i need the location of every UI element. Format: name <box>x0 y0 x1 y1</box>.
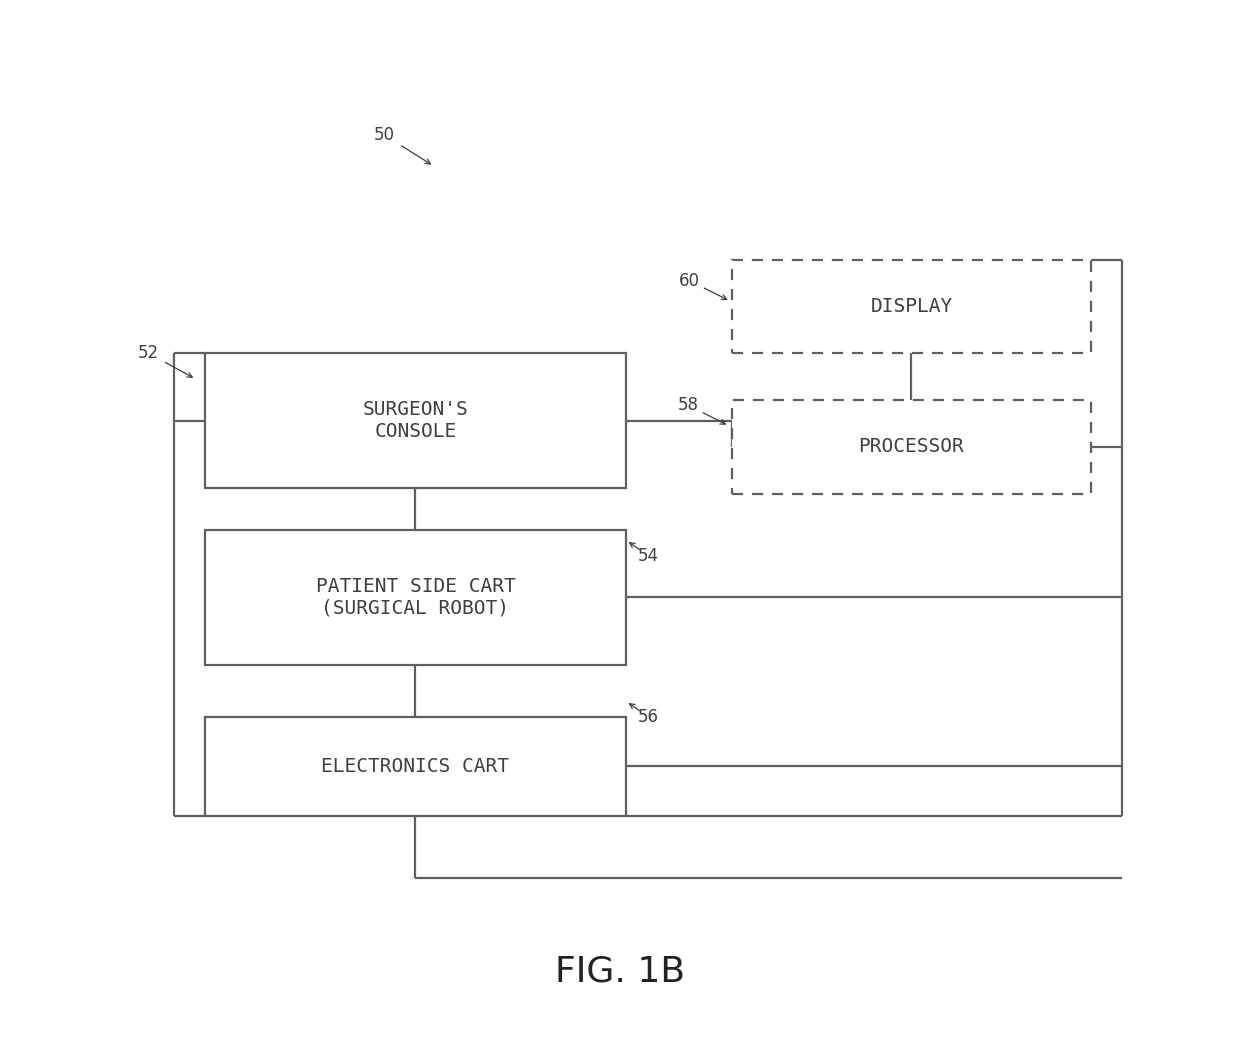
Text: DISPLAY: DISPLAY <box>870 297 952 316</box>
Text: 52: 52 <box>138 344 160 363</box>
Text: 60: 60 <box>680 271 699 290</box>
Bar <box>205 717 626 816</box>
Bar <box>205 530 626 665</box>
Text: FIG. 1B: FIG. 1B <box>556 955 684 988</box>
Text: 58: 58 <box>678 396 698 415</box>
Bar <box>205 353 626 488</box>
Bar <box>732 260 1091 353</box>
Text: PATIENT SIDE CART
(SURGICAL ROBOT): PATIENT SIDE CART (SURGICAL ROBOT) <box>315 577 516 618</box>
Bar <box>732 400 1091 494</box>
Text: 56: 56 <box>639 708 658 726</box>
Text: SURGEON'S
CONSOLE: SURGEON'S CONSOLE <box>362 400 469 442</box>
Text: 50: 50 <box>374 126 394 144</box>
Text: ELECTRONICS CART: ELECTRONICS CART <box>321 756 510 776</box>
Text: PROCESSOR: PROCESSOR <box>858 437 965 456</box>
Text: 54: 54 <box>639 547 658 565</box>
